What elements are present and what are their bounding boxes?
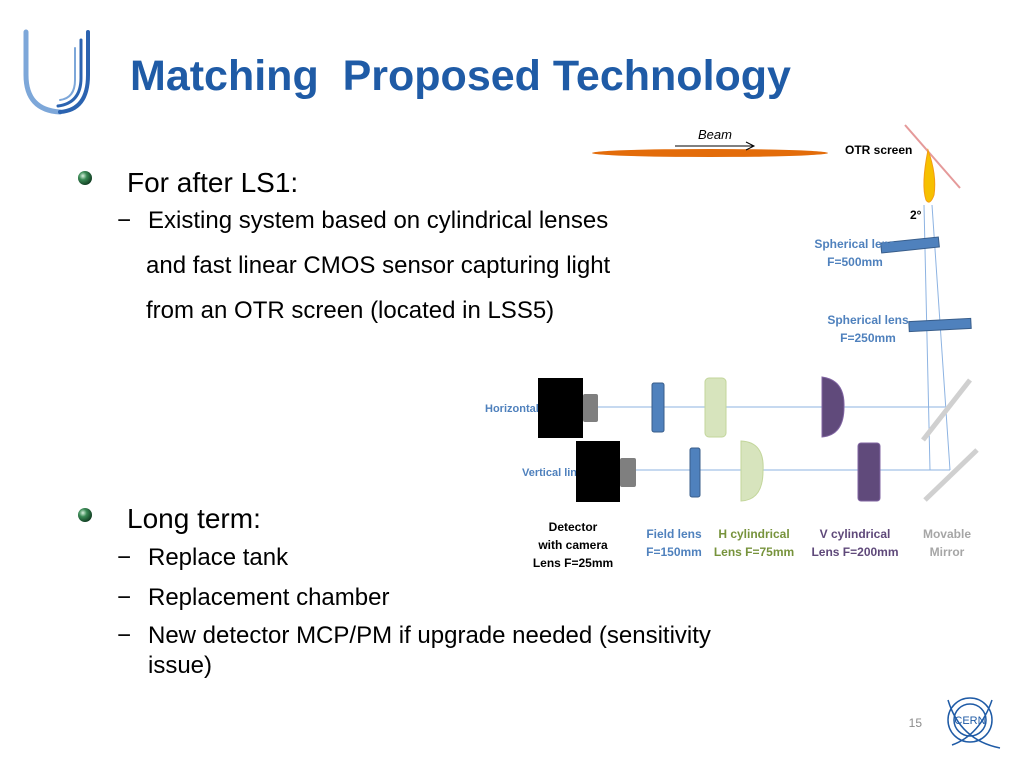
v-cylindrical-lens <box>857 442 881 502</box>
mirror-label: Mirror <box>930 545 965 559</box>
item-text: and fast linear CMOS sensor capturing li… <box>146 252 611 279</box>
h-cyl-label: H cylindrical <box>718 527 789 541</box>
item-text: from an OTR screen (located in LSS5) <box>146 297 554 324</box>
detector-label: Lens F=25mm <box>533 556 613 570</box>
beam-label: Beam <box>698 127 732 142</box>
h-cylindrical-lens <box>704 377 727 438</box>
beam-arrow-head <box>745 141 756 151</box>
lens-label: F=250mm <box>840 331 896 345</box>
detector <box>576 441 620 502</box>
camera-lens <box>620 458 636 487</box>
h-cylindrical-lens <box>740 440 764 502</box>
cern-logo <box>947 697 1001 749</box>
optics-diagram: Beam OTR screen 2° Spherical lens F=500m… <box>485 124 979 570</box>
item-marker: − <box>117 544 131 571</box>
mirror-label: Movable <box>923 527 971 541</box>
lens-label: Spherical lens <box>814 237 896 251</box>
item-marker: − <box>117 584 131 611</box>
beam <box>592 149 828 157</box>
mirror <box>923 448 979 502</box>
otr-screen <box>904 124 961 189</box>
cern-logo-text: CERN <box>954 715 985 727</box>
slide-title: Matching Proposed Technology <box>130 52 791 100</box>
field-lens <box>689 447 701 498</box>
bullet <box>78 508 92 522</box>
field-lens-label: Field lens <box>646 527 702 541</box>
camera-lens <box>583 394 598 422</box>
v-cyl-label: Lens F=200mm <box>811 545 898 559</box>
field-lens <box>651 382 665 433</box>
spherical-lens <box>880 236 940 254</box>
lens-label: F=500mm <box>827 255 883 269</box>
light-path <box>923 204 951 471</box>
detector-label: Detector <box>549 520 598 534</box>
mirror <box>921 378 972 442</box>
item-text: Replace tank <box>148 544 289 571</box>
item-text: New detector MCP/PM if upgrade needed (s… <box>148 622 711 649</box>
v-cyl-label: V cylindrical <box>820 527 891 541</box>
item-text: issue) <box>148 652 212 679</box>
spherical-lens <box>908 317 972 333</box>
bullet <box>78 171 92 185</box>
otr-label: OTR screen <box>845 143 912 157</box>
page-number: 15 <box>909 716 923 730</box>
lens-label: Spherical lens <box>827 313 909 327</box>
angle-label: 2° <box>910 208 922 222</box>
line-label: Vertical line <box>522 467 583 479</box>
item-marker: − <box>117 207 131 234</box>
section-heading: Long term: <box>127 503 261 534</box>
field-lens-label: F=150mm <box>646 545 702 559</box>
item-text: Existing system based on cylindrical len… <box>148 207 608 234</box>
item-text: Replacement chamber <box>148 584 389 611</box>
detector-label: with camera <box>537 538 608 552</box>
detector <box>538 378 583 438</box>
otr-light <box>923 148 936 203</box>
item-marker: − <box>117 622 131 649</box>
section-heading: For after LS1: <box>127 167 298 198</box>
h-cyl-label: Lens F=75mm <box>714 545 794 559</box>
v-cylindrical-lens <box>821 376 845 438</box>
logo <box>23 29 90 115</box>
